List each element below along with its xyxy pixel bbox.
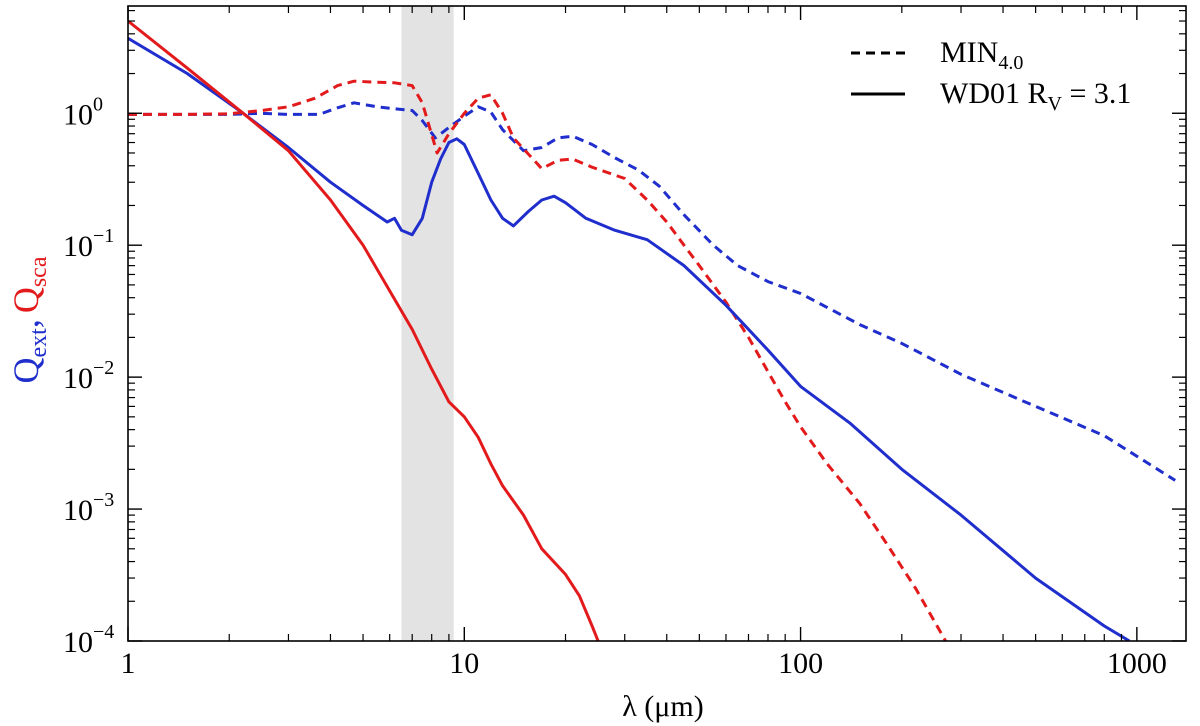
y-label-sca: Q bbox=[6, 287, 46, 313]
y-axis-label: Qext, Qsca bbox=[6, 256, 52, 383]
x-tick-label: 100 bbox=[778, 647, 823, 680]
series-line-qsca-min40 bbox=[128, 79, 947, 641]
y-label-separator: , bbox=[6, 319, 46, 328]
y-label-sca-sub: sca bbox=[26, 256, 52, 287]
y-tick-label: 10−3 bbox=[63, 489, 114, 527]
y-tick-label: 10−2 bbox=[63, 357, 114, 395]
x-axis-label: λ (μm) bbox=[622, 690, 703, 723]
plot-frame bbox=[127, 5, 1187, 642]
x-tick-label: 10 bbox=[449, 647, 479, 680]
y-label-ext-sub: ext bbox=[26, 328, 52, 358]
svg-text:Qext,Qsca: Qext, Qsca bbox=[6, 256, 52, 383]
series-layer bbox=[128, 19, 1176, 641]
legend-label: MIN4.0 bbox=[940, 36, 1023, 74]
legend-label: WD01 RV = 3.1 bbox=[940, 77, 1131, 115]
series-line-qext-min40 bbox=[128, 101, 1176, 482]
x-tick-label: 1 bbox=[121, 647, 136, 680]
x-tick-label: 1000 bbox=[1107, 647, 1167, 680]
series-line-qsca-wd01 bbox=[128, 19, 600, 641]
y-tick-label: 10−1 bbox=[63, 225, 114, 263]
y-tick-label: 100 bbox=[63, 93, 103, 131]
series-line-qext-wd01 bbox=[128, 37, 1131, 641]
y-tick-label: 10−4 bbox=[63, 621, 114, 659]
axes-layer: 1 10 100 1000 100 10−1 10−2 10−3 10−4 bbox=[63, 5, 1187, 680]
y-label-ext: Q bbox=[6, 357, 46, 383]
